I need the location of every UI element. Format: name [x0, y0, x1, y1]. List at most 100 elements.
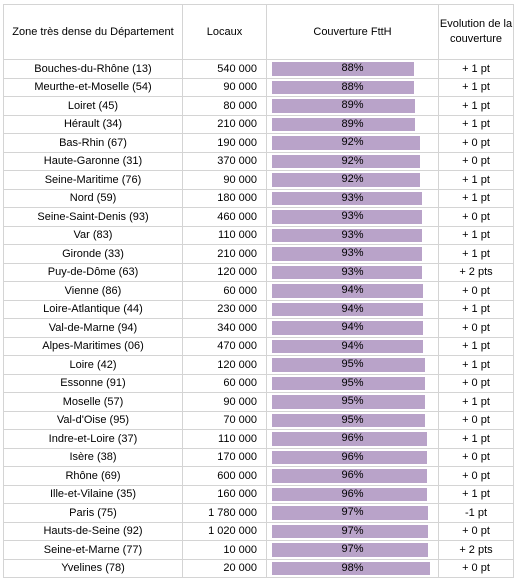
coverage-bar [272, 358, 425, 372]
cell-evolution: + 1 pt [438, 77, 514, 97]
cell-couverture: 94% [266, 281, 439, 301]
cell-evolution: + 1 pt [438, 484, 514, 504]
coverage-label: 93% [341, 191, 364, 204]
table-row: Vienne (86) 60 000 94% + 0 pt [3, 281, 514, 301]
coverage-bar [272, 450, 427, 464]
cell-couverture: 97% [266, 540, 439, 560]
cell-locaux: 80 000 [182, 96, 267, 116]
cell-locaux: 460 000 [182, 207, 267, 227]
cell-locaux: 1 020 000 [182, 521, 267, 541]
coverage-label: 98% [341, 561, 364, 574]
cell-departement: Puy-de-Dôme (63) [3, 262, 183, 282]
header-couverture: Couverture FttH [266, 4, 439, 60]
cell-locaux: 120 000 [182, 355, 267, 375]
coverage-label: 92% [341, 173, 364, 185]
cell-locaux: 110 000 [182, 225, 267, 245]
cell-locaux: 370 000 [182, 151, 267, 171]
coverage-bar [272, 395, 425, 409]
cell-locaux: 120 000 [182, 262, 267, 282]
table-row: Bouches-du-Rhône (13) 540 000 88% + 1 pt [3, 59, 514, 79]
cell-couverture: 88% [266, 77, 439, 97]
cell-locaux: 1 780 000 [182, 503, 267, 523]
cell-departement: Loiret (45) [3, 96, 183, 116]
cell-departement: Essonne (91) [3, 373, 183, 393]
table-row: Essonne (91) 60 000 95% + 0 pt [3, 373, 514, 393]
cell-evolution: + 0 pt [438, 521, 514, 541]
coverage-bar [272, 524, 429, 538]
cell-couverture: 95% [266, 373, 439, 393]
cell-locaux: 60 000 [182, 281, 267, 301]
cell-evolution: + 1 pt [438, 355, 514, 375]
cell-couverture: 93% [266, 207, 439, 227]
coverage-table-container: Zone très dense du Département Locaux Co… [3, 4, 514, 578]
coverage-label: 92% [341, 154, 364, 167]
cell-evolution: + 0 pt [438, 207, 514, 227]
cell-locaux: 600 000 [182, 466, 267, 486]
cell-couverture: 95% [266, 410, 439, 430]
cell-couverture: 97% [266, 521, 439, 541]
coverage-bar [272, 302, 424, 316]
coverage-label: 95% [341, 358, 364, 370]
cell-evolution: + 1 pt [438, 429, 514, 449]
cell-evolution: + 0 pt [438, 133, 514, 153]
cell-locaux: 160 000 [182, 484, 267, 504]
cell-couverture: 97% [266, 503, 439, 523]
cell-departement: Bas-Rhin (67) [3, 133, 183, 153]
cell-locaux: 10 000 [182, 540, 267, 560]
ftth-coverage-table: Zone très dense du Département Locaux Co… [3, 4, 514, 578]
cell-locaux: 190 000 [182, 133, 267, 153]
cell-departement: Vienne (86) [3, 281, 183, 301]
cell-departement: Seine-Saint-Denis (93) [3, 207, 183, 227]
coverage-label: 96% [341, 487, 364, 500]
coverage-label: 92% [341, 136, 364, 148]
cell-evolution: + 1 pt [438, 114, 514, 134]
cell-locaux: 170 000 [182, 447, 267, 467]
cell-departement: Seine-et-Marne (77) [3, 540, 183, 560]
table-row: Hérault (34) 210 000 89% + 1 pt [3, 114, 514, 134]
cell-departement: Moselle (57) [3, 392, 183, 412]
cell-couverture: 88% [266, 59, 439, 79]
coverage-label: 93% [341, 247, 364, 259]
cell-couverture: 98% [266, 558, 439, 578]
cell-departement: Alpes-Maritimes (06) [3, 336, 183, 356]
cell-locaux: 90 000 [182, 392, 267, 412]
cell-locaux: 230 000 [182, 299, 267, 319]
cell-evolution: + 0 pt [438, 558, 514, 578]
coverage-label: 88% [341, 80, 364, 93]
coverage-label: 95% [341, 376, 364, 389]
coverage-label: 94% [341, 321, 364, 333]
table-row: Indre-et-Loire (37) 110 000 96% + 1 pt [3, 429, 514, 449]
table-row: Seine-Saint-Denis (93) 460 000 93% + 0 pt [3, 207, 514, 227]
table-row: Rhône (69) 600 000 96% + 0 pt [3, 466, 514, 486]
table-row: Haute-Garonne (31) 370 000 92% + 0 pt [3, 151, 514, 171]
coverage-label: 94% [341, 339, 364, 352]
coverage-label: 96% [341, 469, 364, 481]
cell-departement: Hauts-de-Seine (92) [3, 521, 183, 541]
coverage-label: 89% [341, 99, 364, 111]
cell-departement: Isère (38) [3, 447, 183, 467]
cell-departement: Val-d'Oise (95) [3, 410, 183, 430]
table-row: Hauts-de-Seine (92) 1 020 000 97% + 0 pt [3, 521, 514, 541]
cell-evolution: + 0 pt [438, 151, 514, 171]
coverage-bar [272, 80, 414, 94]
table-row: Meurthe-et-Moselle (54) 90 000 88% + 1 pt [3, 77, 514, 97]
cell-couverture: 95% [266, 392, 439, 412]
coverage-label: 93% [341, 265, 364, 278]
cell-evolution: + 1 pt [438, 59, 514, 79]
coverage-bar [272, 228, 422, 242]
table-row: Seine-Maritime (76) 90 000 92% + 1 pt [3, 170, 514, 190]
table-row: Seine-et-Marne (77) 10 000 97% + 2 pts [3, 540, 514, 560]
cell-couverture: 92% [266, 133, 439, 153]
header-locaux: Locaux [182, 4, 267, 60]
table-body: Bouches-du-Rhône (13) 540 000 88% + 1 pt Meu… [3, 59, 514, 578]
coverage-bar [272, 99, 416, 113]
coverage-label: 97% [341, 524, 364, 537]
coverage-bar [272, 469, 427, 483]
cell-departement: Indre-et-Loire (37) [3, 429, 183, 449]
cell-couverture: 93% [266, 262, 439, 282]
coverage-label: 95% [341, 395, 364, 407]
cell-couverture: 93% [266, 244, 439, 264]
cell-locaux: 470 000 [182, 336, 267, 356]
coverage-label: 93% [341, 228, 364, 241]
cell-locaux: 90 000 [182, 170, 267, 190]
